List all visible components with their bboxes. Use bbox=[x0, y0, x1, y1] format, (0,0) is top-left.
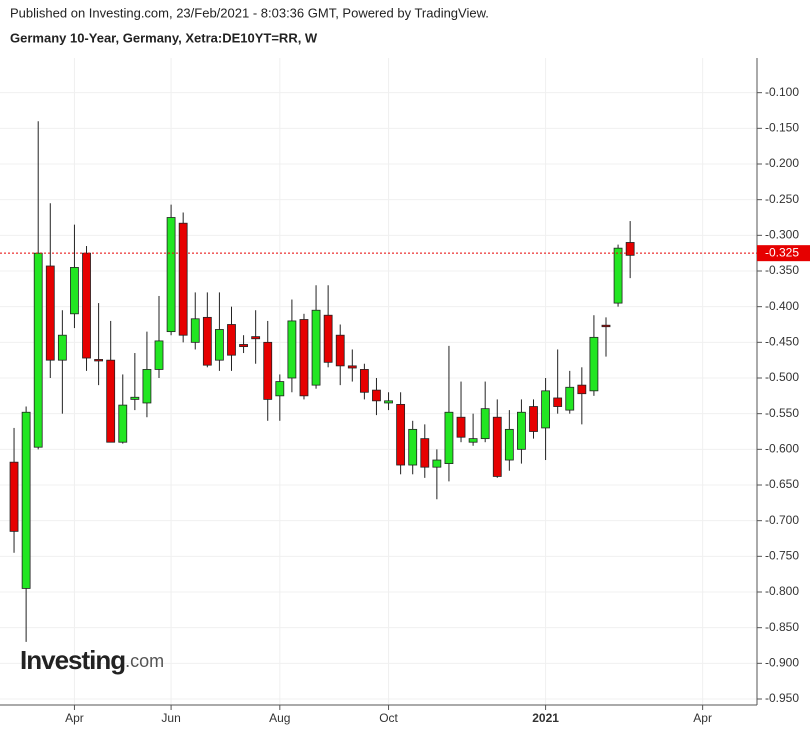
y-tick-label: -0.850 bbox=[765, 620, 799, 634]
candle-body bbox=[492, 416, 502, 477]
candle-body bbox=[456, 416, 466, 438]
candle-body bbox=[577, 384, 587, 395]
candle-body bbox=[45, 265, 55, 361]
candle-body bbox=[142, 369, 152, 404]
candle-body bbox=[372, 389, 381, 402]
candle-body bbox=[613, 247, 623, 304]
candle-body bbox=[70, 267, 79, 315]
x-tick-label: Apr bbox=[65, 711, 84, 725]
y-tick-label: -0.300 bbox=[765, 228, 799, 242]
x-tick-label: Aug bbox=[269, 711, 290, 725]
candle-body bbox=[359, 369, 369, 393]
candle-body bbox=[504, 428, 514, 461]
logo-brand: Investing bbox=[20, 645, 125, 675]
candle-body bbox=[275, 381, 285, 397]
candle-body bbox=[517, 411, 526, 450]
candle-body bbox=[468, 438, 478, 443]
candle-body bbox=[33, 252, 43, 448]
candle-body bbox=[21, 411, 31, 589]
candle-body bbox=[480, 408, 490, 440]
candle-body bbox=[263, 341, 273, 400]
y-tick-label: -0.650 bbox=[765, 477, 799, 491]
y-tick-label: -0.700 bbox=[765, 513, 799, 527]
y-tick-label: -0.750 bbox=[765, 549, 799, 563]
candle-body bbox=[384, 400, 393, 404]
candle-body bbox=[601, 324, 611, 328]
x-tick-label: 2021 bbox=[532, 711, 559, 725]
candle-body bbox=[94, 359, 104, 362]
candle-body bbox=[215, 329, 224, 361]
candle-body bbox=[287, 320, 297, 379]
candle-body bbox=[432, 459, 442, 468]
y-tick-label: -0.500 bbox=[765, 370, 799, 384]
candle-body bbox=[408, 428, 418, 466]
candle-body bbox=[190, 318, 200, 343]
y-tick-label: -0.150 bbox=[765, 121, 799, 135]
x-tick-label: Jun bbox=[161, 711, 180, 725]
candle-body bbox=[529, 406, 538, 432]
price-label: -0.325 bbox=[765, 245, 799, 259]
candle-body bbox=[118, 404, 128, 443]
candle-body bbox=[589, 336, 599, 392]
header: Published on Investing.com, 23/Feb/2021 … bbox=[10, 5, 489, 20]
candle-body bbox=[239, 344, 248, 348]
y-tick-label: -0.450 bbox=[765, 335, 799, 349]
x-tick-label: Apr bbox=[693, 711, 712, 725]
candle-body bbox=[396, 403, 406, 466]
candle-body bbox=[347, 365, 357, 369]
y-tick-label: -0.900 bbox=[765, 656, 799, 670]
candle-body bbox=[311, 309, 321, 386]
candle-body bbox=[251, 336, 261, 340]
y-tick-label: -0.400 bbox=[765, 299, 799, 313]
grid bbox=[0, 58, 757, 705]
candle-body bbox=[625, 242, 635, 256]
candle-body bbox=[178, 222, 188, 336]
candle-body bbox=[202, 316, 212, 366]
y-tick-label: -0.100 bbox=[765, 85, 799, 99]
chart-title: Germany 10-Year, Germany, Xetra:DE10YT=R… bbox=[10, 30, 318, 45]
candle-body bbox=[227, 324, 236, 356]
price-label-box bbox=[757, 245, 810, 262]
candle-body bbox=[541, 390, 550, 429]
y-tick-label: -0.350 bbox=[765, 263, 799, 277]
y-tick-label: -0.600 bbox=[765, 442, 799, 456]
candle-body bbox=[335, 334, 345, 367]
candle-body bbox=[106, 359, 116, 443]
y-tick-label: -0.250 bbox=[765, 192, 799, 206]
candle-body bbox=[323, 314, 333, 363]
logo-suffix: .com bbox=[125, 651, 164, 671]
candle-body bbox=[82, 252, 91, 359]
candle-body bbox=[420, 438, 430, 468]
candle-body bbox=[444, 411, 454, 464]
candle-body bbox=[154, 340, 164, 370]
candle-body bbox=[553, 397, 563, 407]
logo: Investing.com bbox=[20, 645, 164, 675]
candle-body bbox=[57, 334, 67, 361]
candle-body bbox=[565, 386, 575, 411]
x-tick-label: Oct bbox=[379, 711, 398, 725]
y-tick-label: -0.550 bbox=[765, 406, 799, 420]
candle-body bbox=[9, 461, 19, 532]
candle-body bbox=[130, 396, 140, 400]
plot bbox=[9, 121, 635, 642]
candle-body bbox=[166, 217, 176, 333]
y-tick-label: -0.950 bbox=[765, 691, 799, 705]
candle-body bbox=[299, 319, 309, 397]
y-tick-label: -0.800 bbox=[765, 584, 799, 598]
y-tick-label: -0.200 bbox=[765, 156, 799, 170]
